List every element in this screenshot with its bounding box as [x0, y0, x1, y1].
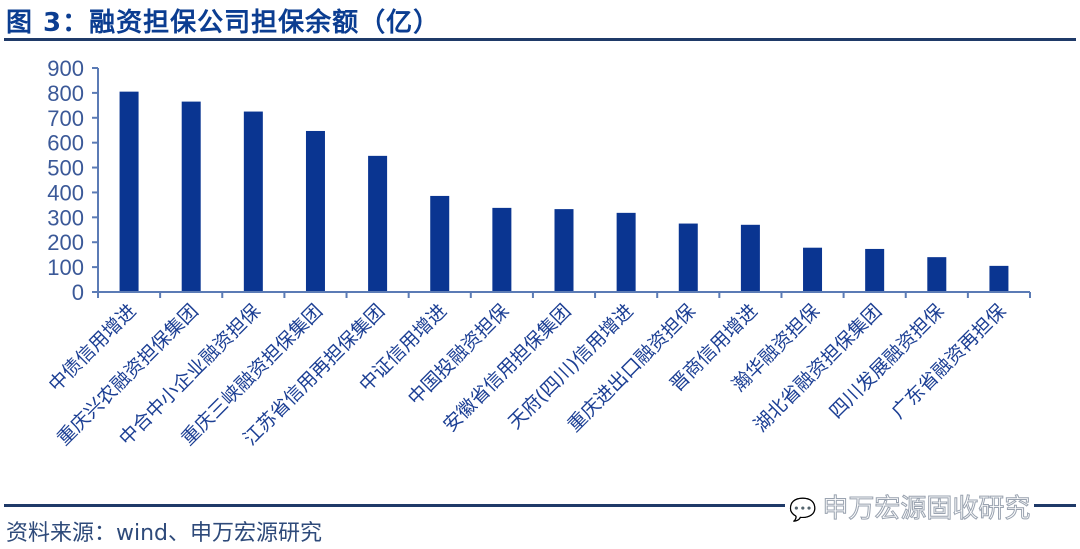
x-axis [97, 291, 1031, 298]
figure-title: 图 3：融资担保公司担保余额（亿） [6, 8, 441, 38]
title-divider [4, 38, 1076, 41]
y-tick-label: 300 [47, 205, 84, 230]
bar [927, 257, 947, 292]
y-tick-label: 100 [47, 255, 84, 280]
watermark-text: 申万宏源固收研究 [822, 494, 1031, 525]
bar [305, 130, 325, 292]
y-tick-label: 500 [47, 156, 84, 181]
y-tick-label: 700 [47, 106, 84, 131]
source-note: 资料来源：wind、申万宏源研究 [6, 521, 323, 546]
x-tick-label: 四川发展融资担保 [825, 300, 948, 423]
wechat-icon: 💬 [788, 498, 817, 524]
y-tick-label: 0 [72, 280, 84, 305]
y-tick-label: 400 [47, 180, 84, 205]
bar [616, 212, 636, 292]
bar [243, 111, 263, 292]
bar [119, 91, 139, 292]
watermark: 💬 申万宏源固收研究 [785, 488, 1035, 525]
bar [865, 248, 885, 292]
bar [803, 247, 823, 292]
x-axis-labels: 中债信用增进重庆兴农融资担保集团中合中小企业融资担保重庆三峡融资担保集团江苏省信… [44, 300, 1010, 450]
bar [554, 209, 574, 292]
bar [430, 195, 450, 292]
bar-series [119, 91, 1009, 292]
x-tick-label: 广东省融资再担保 [887, 300, 1010, 423]
bar [678, 223, 698, 292]
y-tick-label: 900 [47, 56, 84, 81]
bar [740, 224, 760, 292]
bar [492, 207, 512, 292]
y-tick-label: 200 [47, 230, 84, 255]
y-tick-label: 600 [47, 131, 84, 156]
y-tick-label: 800 [47, 81, 84, 106]
bar [989, 265, 1009, 292]
bar [181, 101, 201, 292]
footer-divider [4, 504, 1076, 507]
bar [368, 155, 388, 292]
